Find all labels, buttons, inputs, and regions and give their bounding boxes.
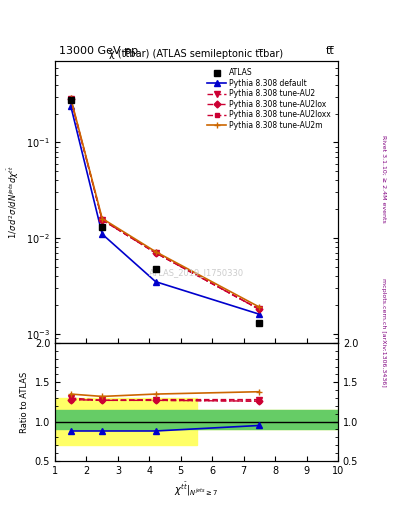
Line: Pythia 8.308 default: Pythia 8.308 default: [68, 103, 262, 317]
ATLAS: [257, 320, 262, 326]
Legend: ATLAS, Pythia 8.308 default, Pythia 8.308 tune-AU2, Pythia 8.308 tune-AU2lox, Py: ATLAS, Pythia 8.308 default, Pythia 8.30…: [204, 65, 334, 133]
Pythia 8.308 tune-AU2lox: [68, 96, 73, 102]
Pythia 8.308 tune-AU2: [68, 96, 73, 102]
ATLAS: [68, 96, 73, 102]
Pythia 8.308 default: [100, 231, 105, 237]
Line: Pythia 8.308 tune-AU2m: Pythia 8.308 tune-AU2m: [67, 95, 263, 311]
Pythia 8.308 tune-AU2lox: [257, 306, 262, 312]
Pythia 8.308 tune-AU2: [257, 306, 262, 312]
Pythia 8.308 tune-AU2loxx: [68, 96, 73, 102]
Bar: [55, 398, 134, 445]
Y-axis label: Ratio to ATLAS: Ratio to ATLAS: [20, 371, 29, 433]
Pythia 8.308 default: [68, 103, 73, 109]
Text: tt̅: tt̅: [326, 46, 335, 56]
Pythia 8.308 tune-AU2m: [100, 216, 105, 222]
Line: Pythia 8.308 tune-AU2: Pythia 8.308 tune-AU2: [68, 96, 262, 312]
Pythia 8.308 tune-AU2m: [68, 95, 73, 101]
Bar: [196, 410, 338, 430]
Pythia 8.308 tune-AU2: [153, 250, 158, 256]
Y-axis label: $1/\sigma\,d^2\sigma/dN^{jets}d\chi^{t\bar{t}}$: $1/\sigma\,d^2\sigma/dN^{jets}d\chi^{t\b…: [5, 165, 20, 239]
Pythia 8.308 tune-AU2m: [153, 249, 158, 255]
ATLAS: [153, 266, 158, 272]
Pythia 8.308 default: [257, 311, 262, 317]
Text: Rivet 3.1.10; ≥ 2.4M events: Rivet 3.1.10; ≥ 2.4M events: [381, 135, 386, 223]
Pythia 8.308 tune-AU2loxx: [257, 306, 262, 312]
X-axis label: $\chi^{t\bar{t}}|_{N^{jets}\geq7}$: $\chi^{t\bar{t}}|_{N^{jets}\geq7}$: [174, 481, 219, 499]
Pythia 8.308 tune-AU2lox: [100, 217, 105, 223]
Pythia 8.308 default: [153, 279, 158, 285]
Pythia 8.308 tune-AU2m: [257, 304, 262, 310]
Pythia 8.308 tune-AU2loxx: [153, 250, 158, 256]
Title: χ (tt̅bar) (ATLAS semileptonic tt̅bar): χ (tt̅bar) (ATLAS semileptonic tt̅bar): [109, 49, 284, 59]
Bar: [134, 410, 196, 430]
Text: mcplots.cern.ch [arXiv:1306.3436]: mcplots.cern.ch [arXiv:1306.3436]: [381, 279, 386, 387]
Bar: [196, 410, 338, 430]
Text: 13000 GeV pp: 13000 GeV pp: [59, 46, 138, 56]
Bar: [55, 410, 134, 430]
Line: Pythia 8.308 tune-AU2loxx: Pythia 8.308 tune-AU2loxx: [68, 96, 262, 312]
Line: Pythia 8.308 tune-AU2lox: Pythia 8.308 tune-AU2lox: [68, 96, 262, 312]
Line: ATLAS: ATLAS: [67, 96, 263, 326]
Text: ATLAS_2019_I1750330: ATLAS_2019_I1750330: [149, 268, 244, 277]
Pythia 8.308 tune-AU2: [100, 217, 105, 223]
Pythia 8.308 tune-AU2lox: [153, 250, 158, 256]
ATLAS: [100, 224, 105, 230]
Pythia 8.308 tune-AU2loxx: [100, 217, 105, 223]
Bar: [134, 398, 196, 445]
